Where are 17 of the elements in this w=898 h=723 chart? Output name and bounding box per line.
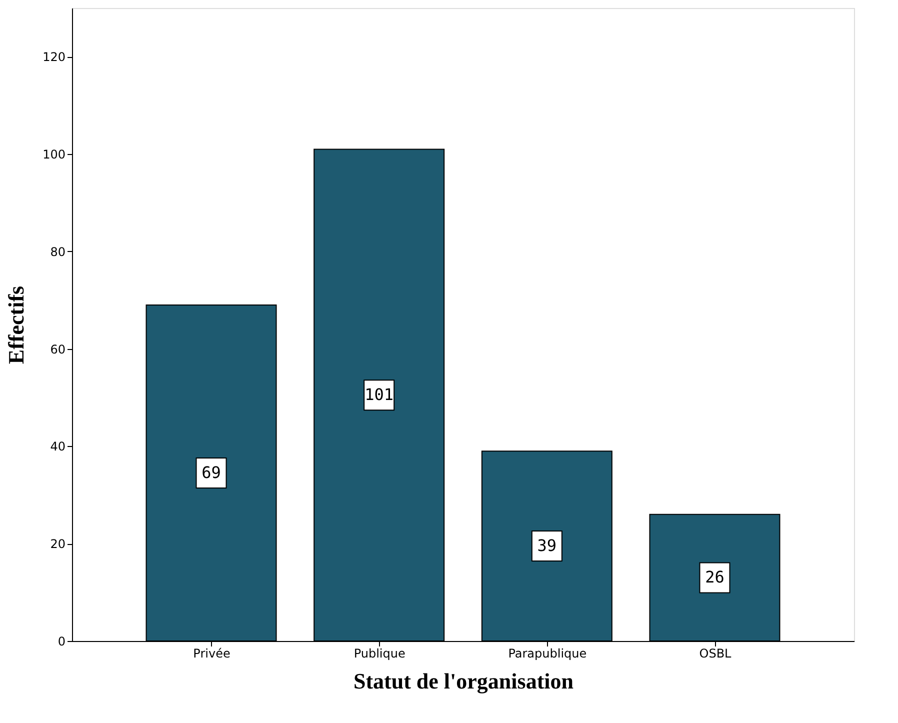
x-tick-label: OSBL [699,646,732,660]
y-tick-label: 20 [50,537,66,552]
data-label: 26 [705,568,724,587]
y-tick-label: 100 [42,148,66,162]
data-label: 39 [537,536,557,556]
y-tick-label: 0 [58,634,66,648]
y-tick-label: 60 [50,342,66,356]
y-tick-label: 40 [50,440,66,454]
data-label: 69 [202,463,221,482]
y-tick-label: 120 [42,50,66,64]
x-tick-label: Parapublique [508,646,587,660]
y-axis-title: Effectifs [4,285,29,364]
x-tick-label: Publique [354,646,406,660]
data-label: 101 [364,385,394,404]
y-tick-label: 80 [50,244,66,259]
x-axis-title: Statut de l'organisation [353,668,574,694]
x-tick-label: Privée [193,646,230,660]
